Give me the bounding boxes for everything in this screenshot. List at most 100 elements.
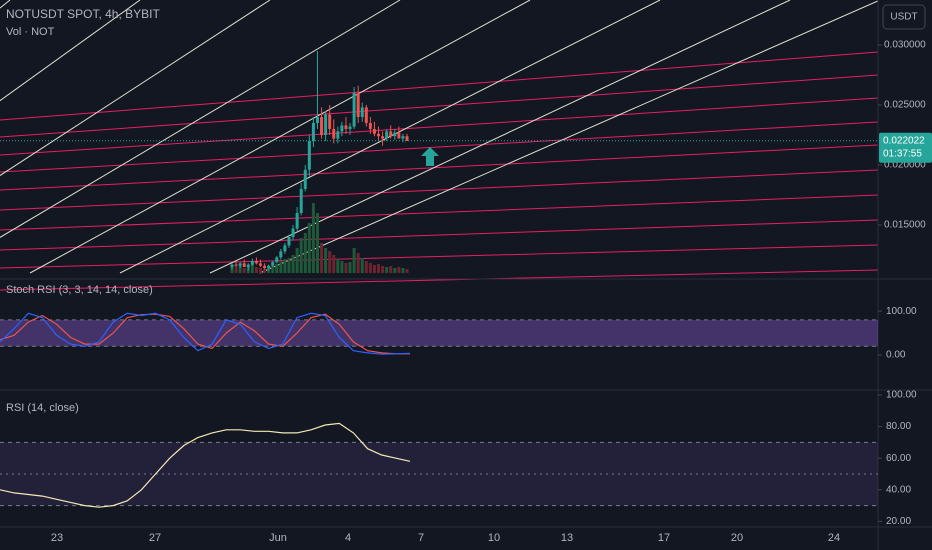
candle-body (356, 92, 360, 117)
candle-body (311, 122, 315, 141)
candle-body (332, 128, 336, 139)
candle-body (250, 260, 254, 265)
stoch-k-line (0, 312, 411, 355)
osc-tick-label: 100.00 (886, 306, 917, 317)
time-label: 4 (345, 532, 351, 544)
candle-body (246, 264, 250, 267)
volume-bar (307, 223, 311, 273)
candle-body (328, 114, 332, 129)
candle-body (271, 262, 275, 266)
stoch-label: Stoch RSI (3, 3, 14, 14, close) (6, 284, 153, 296)
candle-body (377, 133, 381, 137)
volume-bar (291, 255, 295, 273)
candle-body (267, 265, 271, 269)
candle-body (364, 107, 368, 123)
time-label: Jun (269, 532, 287, 544)
volume-bar (311, 203, 315, 273)
time-label: 17 (658, 532, 670, 544)
price-tick-label: 0.030000 (884, 40, 926, 51)
fib-line (0, 194, 879, 231)
candle-body (340, 125, 344, 132)
candle-body (242, 263, 246, 267)
candle-body (368, 122, 372, 129)
symbol-title: NOTUSDT SPOT, 4h, BYBIT (6, 7, 160, 21)
candle-body (258, 263, 262, 266)
time-label: 24 (828, 532, 840, 544)
stoch-d-line (0, 313, 410, 355)
candle-body (299, 188, 303, 213)
osc-tick-label: 100.00 (886, 390, 917, 401)
volume-bar (254, 267, 258, 273)
candle-body (283, 245, 287, 252)
osc-tick-label: 60.00 (886, 453, 911, 464)
volume-bar (283, 259, 287, 273)
volume-bar (352, 248, 356, 273)
pane-mask (878, 0, 932, 550)
currency-button-label[interactable]: USDT (890, 12, 917, 23)
fan-line (0, 0, 141, 102)
price-tick-label: 0.020000 (884, 160, 926, 171)
candle-body (234, 264, 238, 266)
volume-bar (271, 266, 275, 273)
fan-line (119, 0, 661, 274)
volume-bar (275, 264, 279, 273)
currency-button[interactable] (882, 4, 926, 30)
candle-body (275, 257, 279, 263)
time-label: 7 (418, 532, 424, 544)
volume-bar (360, 258, 364, 273)
osc-tick-label: 0.00 (886, 350, 906, 361)
volume-bar (263, 269, 267, 273)
candle-body (360, 107, 364, 117)
volume-bar (295, 248, 299, 273)
volume-bar (348, 262, 352, 273)
candle-body (238, 263, 242, 266)
candle-body (336, 131, 340, 139)
candle-body (372, 128, 376, 134)
fib-line (0, 74, 879, 138)
rsi-label: RSI (14, close) (6, 402, 79, 414)
volume-bar (368, 263, 372, 273)
candle-body (405, 136, 409, 141)
price-tick-label: 0.015000 (884, 220, 926, 231)
fib-line (0, 97, 879, 156)
candle-body (315, 116, 319, 123)
fib-line (0, 244, 879, 269)
volume-bar (344, 263, 348, 273)
osc-tick-label: 20.00 (886, 516, 911, 527)
volume-bar (279, 261, 283, 273)
volume-bar (287, 258, 291, 273)
candle-body (287, 236, 291, 246)
candle-body (381, 136, 385, 139)
fib-line (0, 269, 879, 291)
volume-bar (315, 213, 319, 273)
time-label: 13 (561, 532, 573, 544)
price-tick-label: 0.025000 (884, 100, 926, 111)
fan-line (259, 0, 881, 274)
volume-bar (258, 268, 262, 273)
candle-body (324, 114, 328, 135)
volume-bar (299, 238, 303, 273)
fib-line (0, 219, 879, 251)
volume-bar (381, 266, 385, 273)
candle-body (295, 212, 299, 229)
candle-body (320, 116, 324, 135)
up-arrow (421, 147, 439, 166)
volume-label: Vol · NOT (6, 26, 55, 38)
volume-bar (242, 268, 246, 273)
volume-bar (328, 251, 332, 273)
countdown-label: 01:37:55 (883, 148, 922, 159)
volume-bar (372, 265, 376, 273)
fan-line (0, 0, 401, 238)
volume-bar (397, 267, 401, 273)
candle-body (254, 260, 258, 264)
candle-body (279, 251, 283, 258)
last-price-label: 0.022022 (883, 135, 925, 146)
fan-line (209, 0, 791, 274)
volume-bar (238, 266, 242, 273)
fib-line (0, 144, 879, 191)
band (0, 319, 878, 347)
last-price-box (879, 132, 932, 163)
volume-bar (234, 267, 238, 273)
candle-body (352, 92, 356, 127)
